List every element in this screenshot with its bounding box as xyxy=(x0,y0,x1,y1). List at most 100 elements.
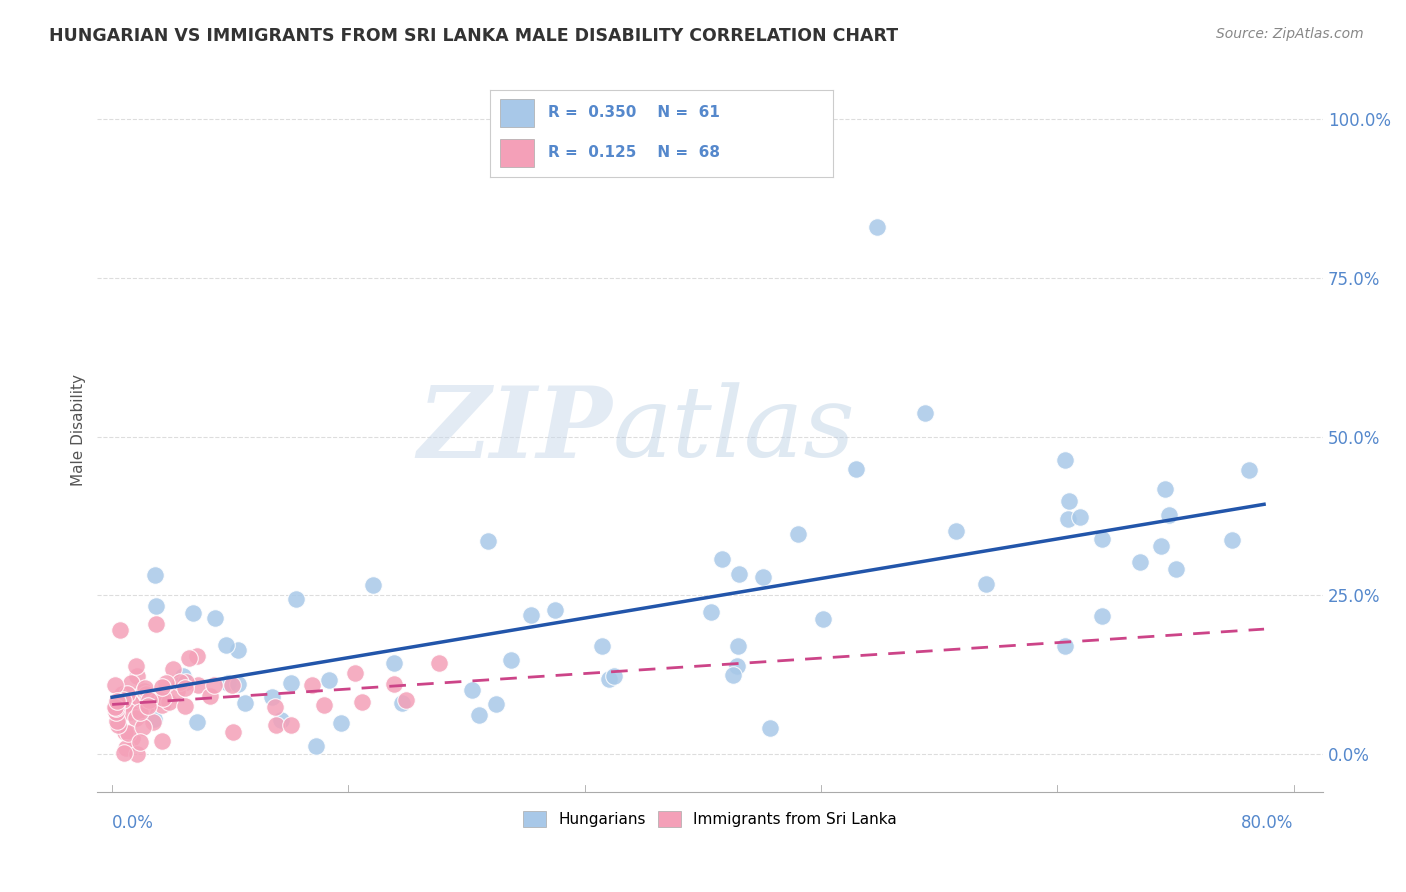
Point xyxy=(222,725,245,739)
Y-axis label: Male Disability: Male Disability xyxy=(72,375,86,486)
Text: ZIP: ZIP xyxy=(418,382,612,478)
Point xyxy=(591,639,613,653)
Point xyxy=(723,668,745,682)
Point xyxy=(145,692,167,706)
Point xyxy=(177,650,200,665)
Point xyxy=(105,694,128,708)
Point xyxy=(186,715,208,730)
Point xyxy=(127,669,149,683)
Point xyxy=(280,676,302,690)
Point xyxy=(263,699,285,714)
Point xyxy=(136,699,159,714)
Point xyxy=(131,690,153,705)
Text: 80.0%: 80.0% xyxy=(1241,814,1294,832)
Point xyxy=(262,690,284,704)
Point xyxy=(200,690,222,704)
Point xyxy=(699,605,721,619)
Point xyxy=(181,607,204,621)
Point xyxy=(395,693,418,707)
Point xyxy=(134,684,156,698)
Point xyxy=(121,731,143,745)
Point xyxy=(142,715,165,730)
Point xyxy=(174,674,197,689)
Point xyxy=(152,690,174,705)
Point xyxy=(111,687,134,701)
Point xyxy=(485,698,508,712)
Text: HUNGARIAN VS IMMIGRANTS FROM SRI LANKA MALE DISABILITY CORRELATION CHART: HUNGARIAN VS IMMIGRANTS FROM SRI LANKA M… xyxy=(49,27,898,45)
Text: atlas: atlas xyxy=(612,383,855,478)
Point xyxy=(1053,452,1076,467)
Point xyxy=(143,712,166,726)
Point xyxy=(125,658,148,673)
Point xyxy=(105,705,128,719)
Point xyxy=(544,603,567,617)
Point xyxy=(104,678,127,692)
Point xyxy=(727,639,749,653)
Point xyxy=(344,665,367,680)
Point xyxy=(1150,539,1173,553)
Point xyxy=(128,705,150,719)
Point xyxy=(350,695,373,709)
Point xyxy=(174,698,197,713)
Point xyxy=(226,643,249,657)
Point xyxy=(382,656,405,670)
Point xyxy=(125,747,148,761)
Point xyxy=(166,684,188,698)
Point xyxy=(217,676,239,690)
Point xyxy=(391,696,413,710)
Point xyxy=(811,611,834,625)
Point xyxy=(382,677,405,691)
Point xyxy=(728,567,751,582)
Point xyxy=(114,724,136,739)
Point xyxy=(145,616,167,631)
Point xyxy=(467,707,489,722)
Point xyxy=(107,718,129,732)
Point xyxy=(112,746,135,760)
Point xyxy=(361,578,384,592)
Point xyxy=(150,733,173,747)
Point xyxy=(759,721,782,735)
Point xyxy=(187,678,209,692)
Point xyxy=(1129,555,1152,569)
Point xyxy=(787,527,810,541)
Point xyxy=(752,570,775,584)
Point xyxy=(266,718,288,732)
Point xyxy=(1166,562,1188,576)
Point xyxy=(108,623,131,637)
Point xyxy=(155,676,177,690)
Point xyxy=(162,662,184,676)
Point xyxy=(461,682,484,697)
Point xyxy=(865,220,887,235)
Point xyxy=(312,698,335,712)
Point xyxy=(603,668,626,682)
Point xyxy=(169,674,191,689)
Point xyxy=(1054,639,1077,653)
Point xyxy=(1069,510,1091,524)
Point xyxy=(173,681,195,696)
Point xyxy=(710,552,733,566)
Legend: Hungarians, Immigrants from Sri Lanka: Hungarians, Immigrants from Sri Lanka xyxy=(516,804,904,835)
Point xyxy=(150,698,173,712)
Point xyxy=(120,705,142,719)
Point xyxy=(145,599,167,614)
Point xyxy=(499,653,522,667)
Point xyxy=(1220,533,1243,548)
Point xyxy=(150,680,173,694)
Point xyxy=(134,681,156,696)
Point xyxy=(172,669,194,683)
Text: 0.0%: 0.0% xyxy=(112,814,155,832)
Point xyxy=(221,678,243,692)
Point xyxy=(520,607,543,622)
Point xyxy=(945,524,967,539)
Text: Source: ZipAtlas.com: Source: ZipAtlas.com xyxy=(1216,27,1364,41)
Point xyxy=(598,672,620,686)
Point xyxy=(127,690,149,704)
Point xyxy=(131,702,153,716)
Point xyxy=(270,713,292,727)
Point xyxy=(145,567,167,582)
Point xyxy=(845,462,868,476)
Point xyxy=(1091,533,1114,547)
Point xyxy=(1057,494,1080,508)
Point xyxy=(914,406,936,420)
Point xyxy=(477,533,499,548)
